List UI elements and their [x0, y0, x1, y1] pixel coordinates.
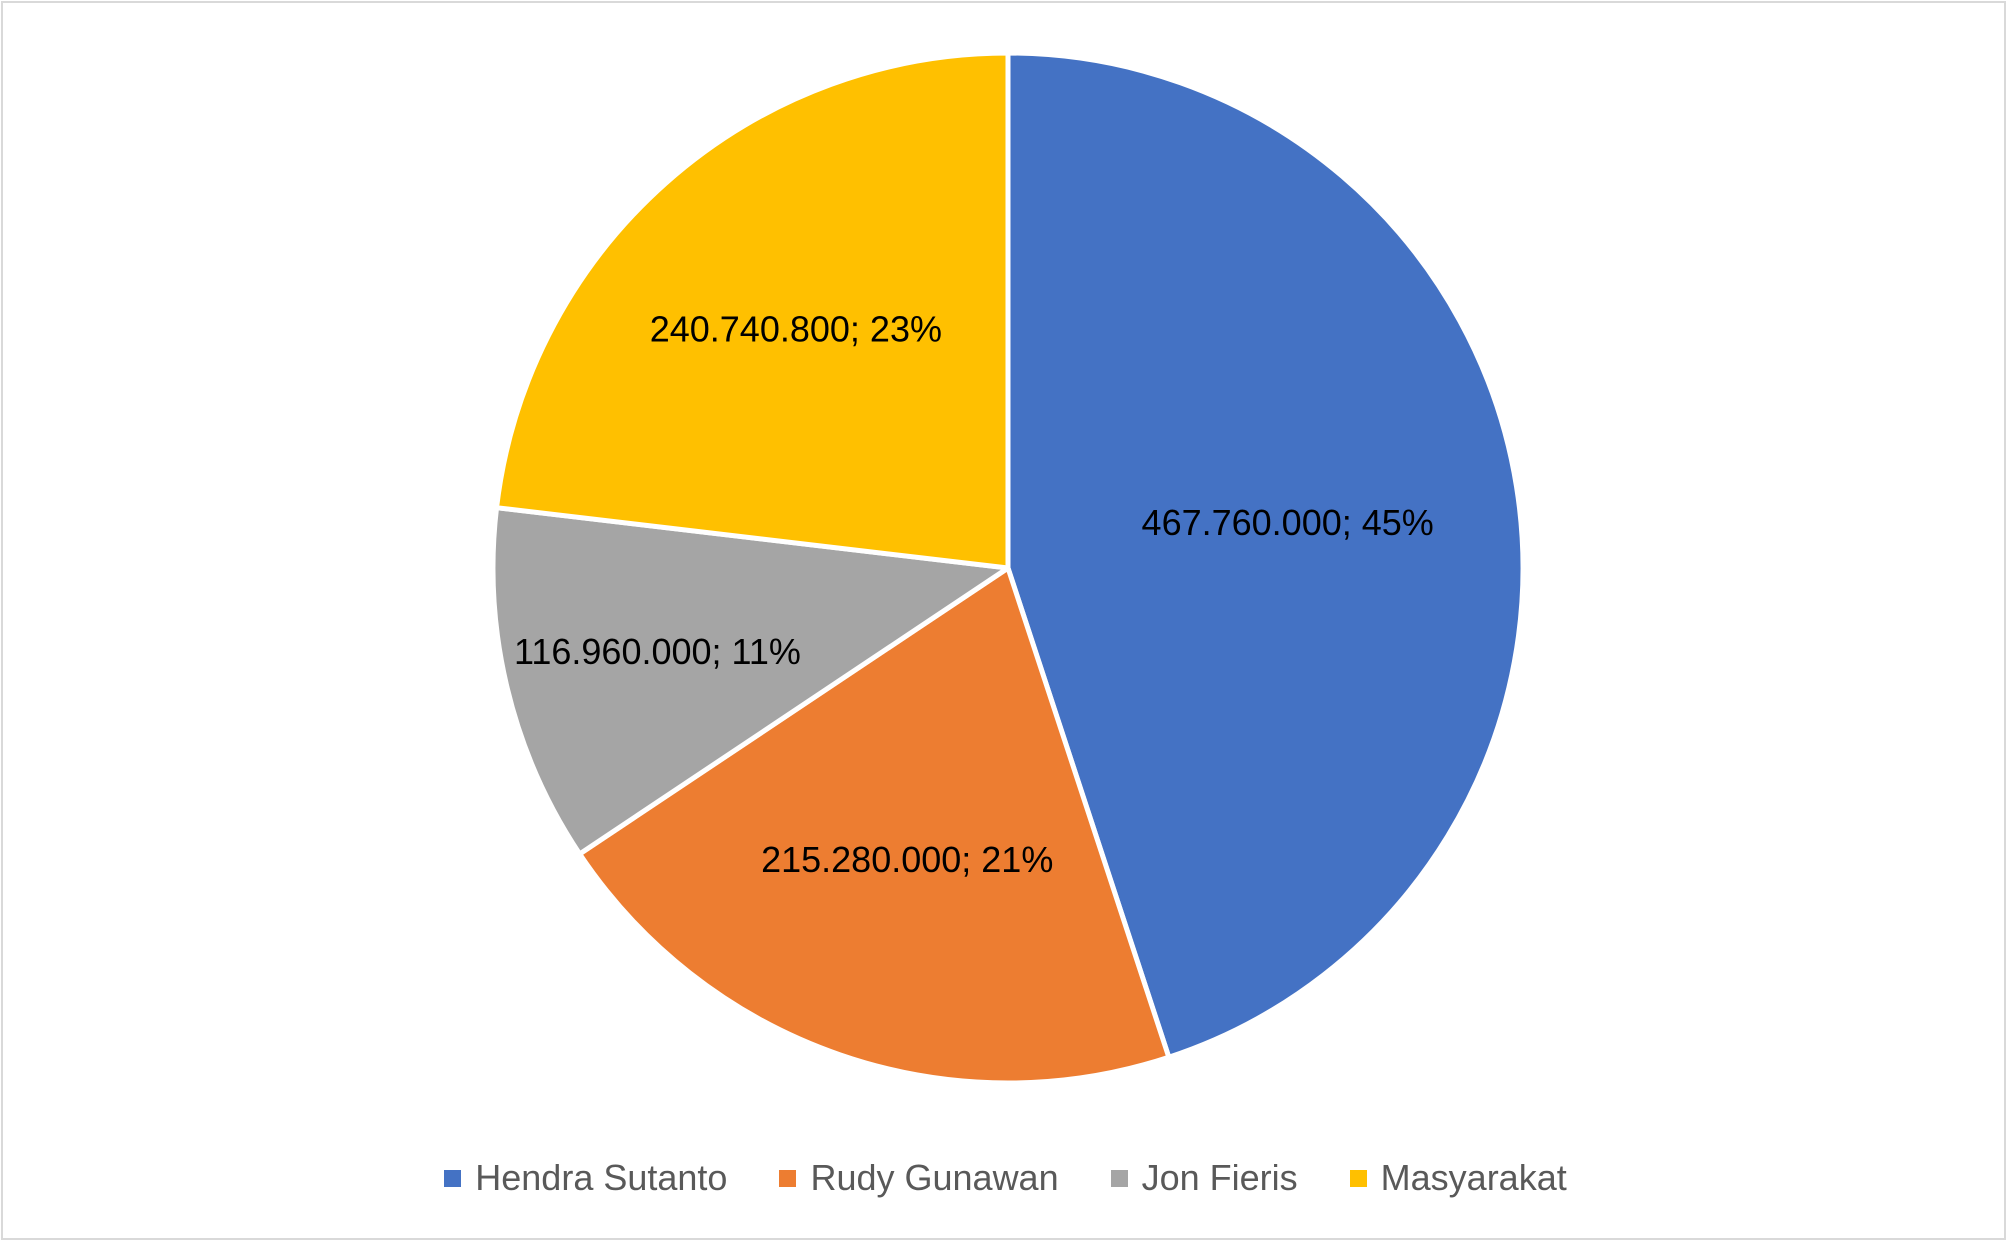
legend-swatch-hendra-sutanto	[444, 1169, 462, 1187]
pie-slice-masyarakat[interactable]	[494, 50, 1011, 571]
legend-item-masyarakat[interactable]: Masyarakat	[1349, 1157, 1567, 1199]
data-label-hendra-sutanto: 467.760.000; 45%	[1142, 502, 1434, 543]
legend-label: Jon Fieris	[1141, 1157, 1298, 1198]
legend-swatch-rudy-gunawan	[779, 1169, 797, 1187]
legend: Hendra Sutanto Rudy Gunawan Jon Fieris M…	[3, 1153, 2008, 1203]
legend-swatch-masyarakat	[1349, 1169, 1367, 1187]
legend-label: Hendra Sutanto	[475, 1157, 728, 1198]
data-label-jon-fieris: 116.960.000; 11%	[514, 631, 801, 672]
pie-slice-hendra-sutanto[interactable]	[1005, 50, 1526, 1060]
legend-label: Masyarakat	[1380, 1157, 1567, 1198]
pie-slice-rudy-gunawan[interactable]	[577, 565, 1172, 1086]
legend-swatch-jon-fieris	[1110, 1169, 1128, 1187]
legend-item-hendra-sutanto[interactable]: Hendra Sutanto	[444, 1157, 727, 1199]
pie-chart: 467.760.000; 45% 215.280.000; 21% 116.960.…	[490, 50, 1526, 1086]
legend-label: Rudy Gunawan	[810, 1157, 1059, 1198]
data-label-masyarakat: 240.740.800; 23%	[650, 308, 942, 349]
pie-slice-jon-fieris[interactable]	[490, 505, 1011, 857]
legend-item-rudy-gunawan[interactable]: Rudy Gunawan	[779, 1157, 1059, 1199]
data-label-rudy-gunawan: 215.280.000; 21%	[761, 839, 1053, 880]
legend-item-jon-fieris[interactable]: Jon Fieris	[1110, 1157, 1298, 1199]
